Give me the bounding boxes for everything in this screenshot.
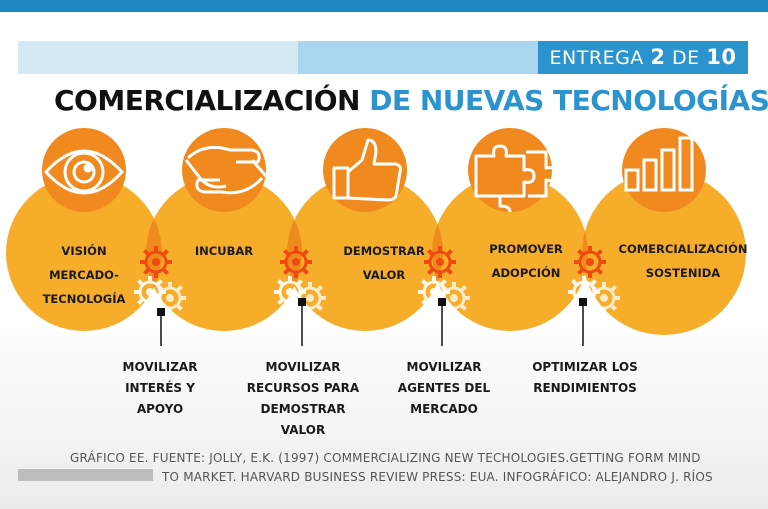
footer-source-line-2: TO MARKET. HARVARD BUSINESS REVIEW PRESS… (162, 470, 713, 484)
entrega-badge: ENTREGA 2 DE 10 (538, 41, 748, 74)
thumbs-up-icon (332, 138, 402, 202)
icon-disc-4 (468, 128, 552, 212)
stage-label-comercializacion: COMERCIALIZACIÓN SOSTENIDA (618, 242, 748, 280)
action-label-2: MOVILIZAR RECURSOS PARA DEMOSTRAR VALOR (246, 360, 360, 437)
title-dark: COMERCIALIZACIÓN (54, 84, 360, 117)
footer-bar (18, 469, 153, 481)
page-title: COMERCIALIZACIÓN DE NUEVAS TECNOLOGÍAS (54, 84, 768, 117)
stage-circle-comercializacion (582, 171, 746, 335)
connector-4 (579, 298, 587, 346)
connector-1 (157, 308, 165, 346)
connector-2 (298, 298, 306, 346)
entrega-number: 2 (650, 45, 666, 69)
entrega-de: DE (672, 47, 700, 69)
stage-label-incubar: INCUBAR (194, 244, 254, 258)
top-bar (0, 0, 768, 12)
footer-source-line-1: GRÁFICO EE. FUENTE: JOLLY, E.K. (1997) C… (70, 451, 701, 465)
icon-disc-3 (323, 128, 407, 212)
title-blue: DE NUEVAS TECNOLOGÍAS (369, 84, 768, 117)
header-band-light (18, 41, 298, 74)
stage-circle-demostrar (287, 175, 443, 331)
puzzle-icon (474, 144, 558, 213)
bar-chart-icon (624, 136, 694, 192)
action-label-4: OPTIMIZAR LOS RENDIMIENTOS (532, 360, 638, 395)
eye-icon (43, 149, 125, 195)
stage-circle-vision (6, 175, 162, 331)
entrega-prefix: ENTREGA (549, 47, 644, 69)
action-label-3: MOVILIZAR AGENTES DEL MERCADO (397, 360, 491, 416)
action-label-1: MOVILIZAR INTERÉS Y APOYO (122, 360, 198, 416)
entrega-total: 10 (706, 45, 737, 69)
stage-label-demostrar: DEMOSTRAR VALOR (343, 244, 425, 282)
header-band-mid (298, 41, 538, 74)
connector-3 (438, 298, 446, 346)
stage-circle-incubar (146, 175, 302, 331)
stage-label-promover: PROMOVER ADOPCIÓN (489, 242, 563, 280)
handshake-icon (184, 145, 268, 195)
stage-label-vision: VISIÓN MERCADO- TECNOLOGÍA (42, 244, 126, 306)
stage-circle-promover (432, 175, 588, 331)
